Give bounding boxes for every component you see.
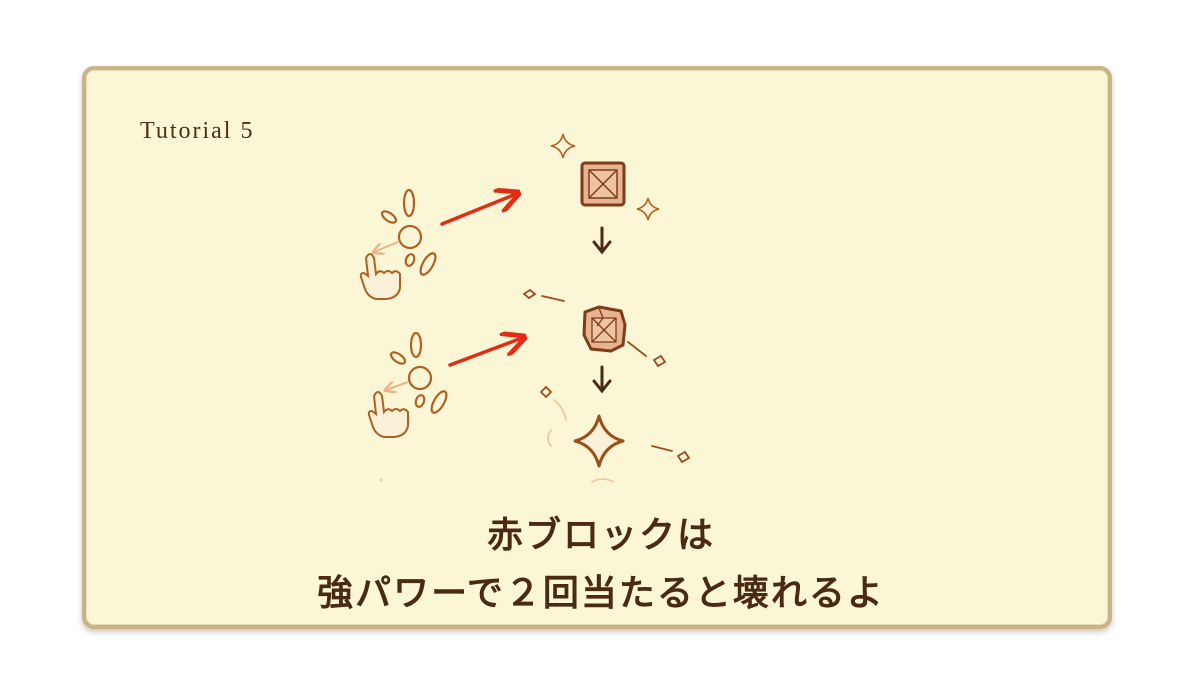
tutorial-caption-line2: 強パワーで２回当たると壊れるよ (317, 573, 885, 614)
red-block-icon (580, 161, 626, 207)
power-arrow-icon (440, 194, 516, 226)
cracked-block-icon (582, 305, 627, 353)
tutorial-caption-line1: 赤ブロックは (486, 515, 715, 556)
tutorial-panel: Tutorial 5 (82, 66, 1112, 629)
flick-direction-arrow (386, 381, 409, 390)
tutorial-label: Tutorial 5 (140, 118, 255, 144)
flower-icon (389, 331, 448, 414)
flower-icon (380, 188, 437, 276)
debris-icon (522, 288, 667, 368)
tap-hand-icon (367, 391, 409, 438)
power-arrow-icon (448, 338, 522, 367)
down-arrow-icon (592, 226, 612, 255)
debris-icon (539, 385, 691, 483)
broken-block-icon (573, 414, 625, 468)
dust-speck (379, 478, 383, 482)
sparkle-icon (636, 197, 660, 221)
tap-hand-icon (359, 253, 401, 300)
sparkle-icon (550, 133, 576, 159)
tutorial-illustration (359, 133, 691, 483)
down-arrow-icon (592, 365, 612, 394)
flick-direction-arrow (374, 241, 399, 252)
